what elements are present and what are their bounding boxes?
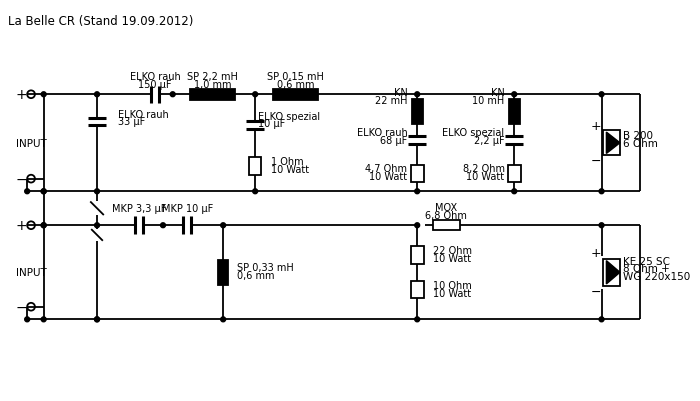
Bar: [411, 282, 424, 299]
Text: +: +: [590, 119, 601, 132]
Circle shape: [41, 317, 46, 322]
Text: 1,0 mm: 1,0 mm: [194, 79, 231, 89]
Circle shape: [512, 93, 517, 97]
Circle shape: [599, 317, 604, 322]
Text: 8 Ohm +: 8 Ohm +: [623, 264, 670, 274]
Circle shape: [160, 223, 165, 228]
Polygon shape: [606, 133, 620, 154]
Text: ELKO rauh: ELKO rauh: [357, 128, 407, 138]
Text: SP 2,2 mH: SP 2,2 mH: [187, 72, 238, 82]
Text: 6 Ohm: 6 Ohm: [623, 138, 658, 148]
Circle shape: [599, 93, 604, 97]
Text: 6,8 Ohm: 6,8 Ohm: [426, 210, 467, 220]
Text: 150 μF: 150 μF: [139, 79, 172, 89]
Circle shape: [170, 93, 175, 97]
Text: 10 mH: 10 mH: [473, 96, 505, 106]
Text: −: −: [591, 286, 601, 298]
Text: −: −: [15, 300, 27, 314]
Bar: [218, 260, 228, 285]
Text: −: −: [591, 154, 601, 167]
Circle shape: [41, 189, 46, 194]
Circle shape: [94, 93, 99, 97]
Circle shape: [512, 189, 517, 194]
Circle shape: [599, 223, 604, 228]
Circle shape: [253, 189, 258, 194]
Bar: [433, 221, 460, 231]
Text: 0,6 mm: 0,6 mm: [237, 271, 274, 280]
Text: 68 μF: 68 μF: [380, 136, 407, 146]
Circle shape: [415, 93, 419, 97]
Text: KN: KN: [393, 88, 407, 98]
Text: SP 0,15 mH: SP 0,15 mH: [267, 72, 324, 82]
Circle shape: [599, 189, 604, 194]
Text: 4,7 Ohm: 4,7 Ohm: [365, 164, 407, 174]
Text: 33 μF: 33 μF: [118, 117, 146, 127]
Bar: [249, 158, 262, 175]
Text: 10 Watt: 10 Watt: [433, 288, 471, 298]
Bar: [190, 90, 234, 100]
Bar: [603, 259, 620, 286]
Text: INPUT: INPUT: [17, 138, 47, 148]
Circle shape: [253, 93, 258, 97]
Circle shape: [25, 189, 29, 194]
Text: B 200: B 200: [623, 131, 653, 141]
Text: KE 25 SC: KE 25 SC: [623, 256, 670, 266]
Text: WG 220x150: WG 220x150: [623, 271, 690, 282]
Text: ELKO rauh: ELKO rauh: [118, 109, 169, 119]
Circle shape: [220, 317, 225, 322]
Circle shape: [415, 317, 419, 322]
Polygon shape: [606, 261, 620, 284]
Bar: [412, 100, 423, 125]
Text: La Belle CR (Stand 19.09.2012): La Belle CR (Stand 19.09.2012): [8, 15, 193, 28]
Text: 22 mH: 22 mH: [375, 96, 407, 106]
Text: MOX: MOX: [435, 202, 457, 212]
Text: 10 Watt: 10 Watt: [433, 253, 471, 263]
Text: 0,6 mm: 0,6 mm: [276, 79, 314, 89]
Text: 1 Ohm: 1 Ohm: [271, 157, 303, 167]
Circle shape: [415, 223, 419, 228]
Text: 10 Watt: 10 Watt: [271, 164, 309, 174]
Text: KN: KN: [491, 88, 505, 98]
Bar: [272, 90, 318, 100]
Text: +: +: [15, 219, 27, 233]
Text: ELKO spezial: ELKO spezial: [258, 111, 320, 121]
Text: 10 Watt: 10 Watt: [466, 172, 505, 182]
Text: 2,2 μF: 2,2 μF: [474, 136, 505, 146]
Text: 8,2 Ohm: 8,2 Ohm: [463, 164, 505, 174]
Circle shape: [94, 317, 99, 322]
Text: INPUT: INPUT: [17, 267, 47, 277]
Text: SP 0,33 mH: SP 0,33 mH: [237, 263, 293, 273]
Text: ELKO spezial: ELKO spezial: [442, 128, 505, 138]
Bar: [411, 247, 424, 264]
Bar: [508, 165, 521, 182]
Text: −: −: [15, 172, 27, 186]
Circle shape: [41, 93, 46, 97]
Bar: [411, 165, 424, 182]
Text: MKP 3,3 μF: MKP 3,3 μF: [111, 203, 166, 213]
Circle shape: [41, 189, 46, 194]
Text: 10 Watt: 10 Watt: [370, 172, 407, 182]
Circle shape: [94, 223, 99, 228]
Circle shape: [220, 223, 225, 228]
Circle shape: [41, 223, 46, 228]
Text: 22 Ohm: 22 Ohm: [433, 245, 472, 255]
Circle shape: [41, 223, 46, 228]
Text: +: +: [590, 247, 601, 260]
Text: ELKO rauh: ELKO rauh: [130, 72, 181, 82]
Circle shape: [94, 317, 99, 322]
Text: 10 Ohm: 10 Ohm: [433, 280, 472, 290]
Bar: [509, 100, 519, 125]
Text: +: +: [15, 88, 27, 102]
Text: MKP 10 μF: MKP 10 μF: [162, 203, 213, 213]
Bar: [603, 131, 620, 156]
Text: 10 μF: 10 μF: [258, 119, 286, 129]
Circle shape: [415, 189, 419, 194]
Circle shape: [94, 189, 99, 194]
Circle shape: [25, 317, 29, 322]
